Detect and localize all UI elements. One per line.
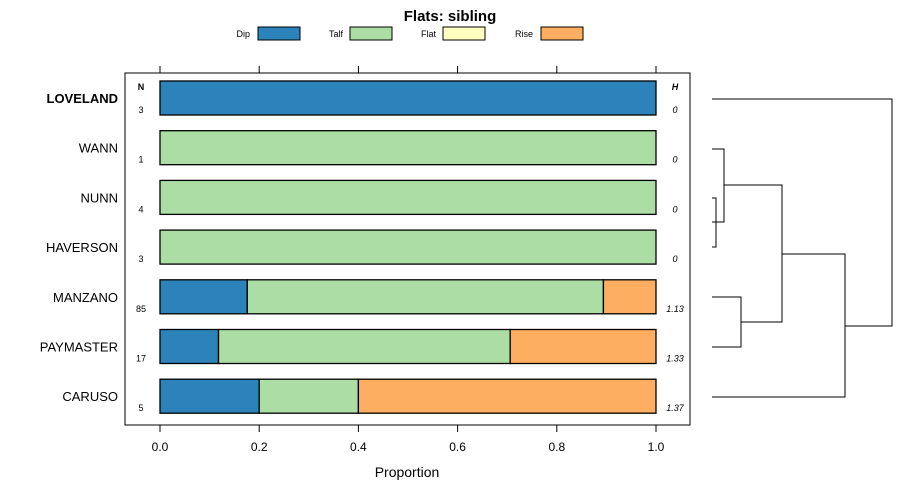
bar-segment-talf [159,130,657,166]
top-axis [159,66,657,73]
x-tick-label: 0.8 [548,440,565,454]
legend-label: Flat [421,29,437,39]
row-h-value: 1.37 [666,403,685,413]
row-label: NUNN [80,190,118,205]
legend-label: Talf [329,29,344,39]
bar-segment-dip [159,279,248,315]
row-h-value: 1.33 [666,354,684,364]
bar-segment-talf [159,229,657,265]
bar-row: WANN 1 0 [79,130,678,166]
row-h-value: 1.13 [666,304,684,314]
x-tick-label: 0.4 [350,440,367,454]
legend-swatch [257,26,301,41]
row-h-value: 0 [672,254,677,264]
bar-segment-rise [357,378,657,414]
legend-label: Dip [236,29,250,39]
x-tick-label: 0.6 [449,440,466,454]
bar-segment-rise [509,328,657,365]
row-label: WANN [79,141,118,156]
dendrogram-branch [712,197,717,248]
row-label: LOVELAND [47,91,119,106]
row-n-value: 1 [138,155,143,165]
legend-label: Rise [515,29,533,39]
bar-segment-dip [159,328,220,365]
dendrogram-branch [712,148,725,223]
chart-title: Flats: sibling [404,8,497,25]
plot-panel [124,72,691,426]
legend-swatch [442,26,486,41]
bar-segment-talf [258,378,360,414]
bar-rows: LOVELAND 3 0 WANN 1 0 NUNN 4 0 HAVERSON 3 0 MANZANO 8… [40,80,685,414]
dendrogram-branch [712,296,742,348]
bar-row: LOVELAND 3 0 [47,80,678,116]
row-h-value: 0 [672,204,677,214]
x-axis-label: Proportion [375,464,440,480]
bar-segment-dip [159,378,260,414]
row-n-value: 17 [136,354,146,364]
row-label: CARUSO [62,389,118,404]
dendrogram [712,98,893,398]
row-h-value: 0 [672,105,677,115]
bar-row: NUNN 4 0 [80,179,678,216]
row-n-value: 3 [138,254,143,264]
row-n-value: 85 [136,304,146,314]
dendrogram-branch [712,98,893,327]
x-tick-label: 0.0 [152,440,169,454]
row-h-value: 0 [672,155,677,165]
row-label: MANZANO [53,290,118,305]
row-label: HAVERSON [46,240,118,255]
bar-segment-dip [159,80,657,116]
legend-swatch [540,26,584,41]
bar-segment-talf [217,328,511,365]
bar-segment-talf [159,179,657,216]
bar-segment-rise [602,279,657,315]
bar-segment-talf [246,279,605,315]
row-n-value: 3 [138,105,143,115]
n-header: N [138,82,145,92]
bar-row: PAYMASTER 17 1.33 [40,328,684,365]
row-label: PAYMASTER [40,340,118,355]
legend: Dip Talf Flat Rise [236,26,584,41]
legend-swatch [349,26,393,41]
bottom-axis: 0.0 0.2 0.4 0.6 0.8 1.0 [152,425,665,454]
h-header: H [672,82,679,92]
dendrogram-branch [712,253,846,398]
row-n-value: 5 [138,403,143,413]
x-tick-label: 0.2 [251,440,268,454]
dendrogram-branch [724,184,783,323]
x-tick-label: 1.0 [648,440,665,454]
row-n-value: 4 [138,204,143,214]
bar-row: CARUSO 5 1.37 [62,378,685,414]
bar-row: HAVERSON 3 0 [46,229,678,265]
bar-row: MANZANO 85 1.13 [53,279,684,315]
